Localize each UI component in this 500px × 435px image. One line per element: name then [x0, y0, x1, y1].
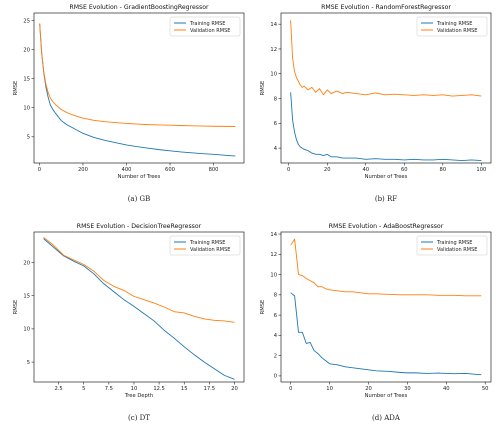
y-tick-label: 6: [274, 313, 277, 319]
x-tick-label: 20: [231, 386, 238, 392]
y-tick-label: 0: [274, 374, 277, 380]
chart-title: RMSE Evolution - RandomForestRegressor: [321, 4, 451, 11]
y-axis-label: RMSE: [13, 81, 19, 96]
legend-label: Validation RMSE: [190, 28, 230, 34]
x-tick-label: 60: [401, 167, 408, 173]
legend-box: [169, 16, 241, 37]
y-tick-label: 2: [274, 353, 277, 359]
x-tick-label: 80: [440, 167, 447, 173]
x-tick-label: 15: [181, 386, 188, 392]
x-axis-label: Number of Trees: [365, 393, 408, 399]
chart-title: RMSE Evolution - DecisionTreeRegressor: [77, 223, 202, 230]
y-tick-label: 15: [23, 76, 30, 82]
x-tick-label: 30: [404, 386, 411, 392]
y-tick-label: 4: [274, 146, 278, 152]
x-tick-label: 200: [78, 167, 88, 173]
training-rmse-line: [43, 238, 235, 380]
x-tick-label: 40: [443, 386, 450, 392]
legend-label: Training RMSE: [436, 21, 472, 27]
x-axis-label: Number of Trees: [118, 174, 161, 180]
x-axis-label: Tree Depth: [124, 393, 153, 399]
legend-box: [416, 16, 488, 37]
x-axis-label: Number of Trees: [365, 174, 408, 180]
training-rmse-line: [290, 292, 482, 376]
validation-rmse-line: [290, 20, 482, 97]
subfigure-caption: (a) GB: [128, 195, 151, 203]
validation-rmse-line: [290, 238, 482, 297]
axes-frame: [280, 12, 492, 164]
y-tick-label: 6: [274, 121, 277, 127]
legend-label: Validation RMSE: [190, 247, 230, 253]
legend-label: Validation RMSE: [437, 28, 477, 34]
y-axis-label: RMSE: [260, 81, 266, 96]
y-tick-label: 8: [274, 96, 277, 102]
y-axis-label: RMSE: [13, 300, 19, 315]
subfigure-caption: (d) ADA: [372, 414, 401, 422]
legend-label: Training RMSE: [189, 21, 225, 27]
x-tick-label: 50: [482, 386, 489, 392]
panel-gb: RMSE Evolution - GradientBoostingRegress…: [13, 4, 245, 203]
x-tick-label: 20: [365, 386, 372, 392]
training-rmse-line: [39, 23, 236, 157]
y-tick-label: 5: [27, 135, 30, 141]
y-tick-label: 4: [274, 333, 278, 339]
y-axis-label: RMSE: [260, 300, 266, 315]
panel-rf: RMSE Evolution - RandomForestRegressor 0 2…: [260, 4, 492, 203]
training-rmse-line: [290, 92, 482, 161]
legend-box: [416, 235, 488, 256]
x-tick-label: 40: [362, 167, 369, 173]
x-tick-label: 600: [165, 167, 175, 173]
validation-rmse-line: [43, 236, 235, 323]
y-tick-label: 10: [270, 272, 277, 278]
subfigure-caption: (b) RF: [375, 195, 397, 203]
x-tick-label: 12.5: [153, 386, 165, 392]
x-tick-label: 10: [131, 386, 138, 392]
x-tick-label: 100: [476, 167, 486, 173]
y-tick-label: 10: [23, 327, 30, 333]
axes-frame: [33, 12, 245, 164]
x-tick-label: 20: [324, 167, 331, 173]
x-tick-label: 10: [326, 386, 333, 392]
y-tick-label: 15: [23, 294, 30, 300]
x-tick-label: 2.5: [54, 386, 62, 392]
y-tick-label: 8: [274, 293, 277, 299]
y-tick-label: 14: [270, 22, 277, 28]
y-tick-label: 12: [270, 47, 277, 53]
axes-frame: [33, 231, 245, 383]
legend-label: Training RMSE: [436, 240, 472, 246]
x-tick-label: 5: [82, 386, 85, 392]
y-tick-label: 14: [270, 232, 277, 238]
y-tick-label: 5: [27, 360, 30, 366]
legend-label: Validation RMSE: [437, 247, 477, 253]
y-tick-label: 12: [270, 252, 277, 258]
x-tick-label: 0: [289, 386, 292, 392]
y-tick-label: 25: [23, 18, 30, 24]
x-tick-label: 0: [287, 167, 290, 173]
y-tick-label: 10: [270, 72, 277, 78]
x-tick-label: 0: [38, 167, 41, 173]
y-tick-label: 20: [23, 47, 30, 53]
panel-dt: RMSE Evolution - DecisionTreeRegressor 2.…: [13, 223, 245, 422]
y-tick-label: 20: [23, 260, 30, 266]
x-tick-label: 7.5: [105, 386, 113, 392]
legend-box: [169, 235, 241, 256]
legend-label: Training RMSE: [189, 240, 225, 246]
chart-title: RMSE Evolution - AdaBoostRegressor: [329, 223, 444, 230]
x-tick-label: 800: [209, 167, 219, 173]
subfigure-caption: (c) DT: [128, 414, 150, 422]
validation-rmse-line: [39, 23, 236, 127]
y-tick-label: 10: [23, 106, 30, 112]
chart-title: RMSE Evolution - GradientBoostingRegress…: [69, 4, 209, 11]
x-tick-label: 17.5: [204, 386, 216, 392]
x-tick-label: 400: [122, 167, 132, 173]
axes-frame: [280, 231, 492, 383]
